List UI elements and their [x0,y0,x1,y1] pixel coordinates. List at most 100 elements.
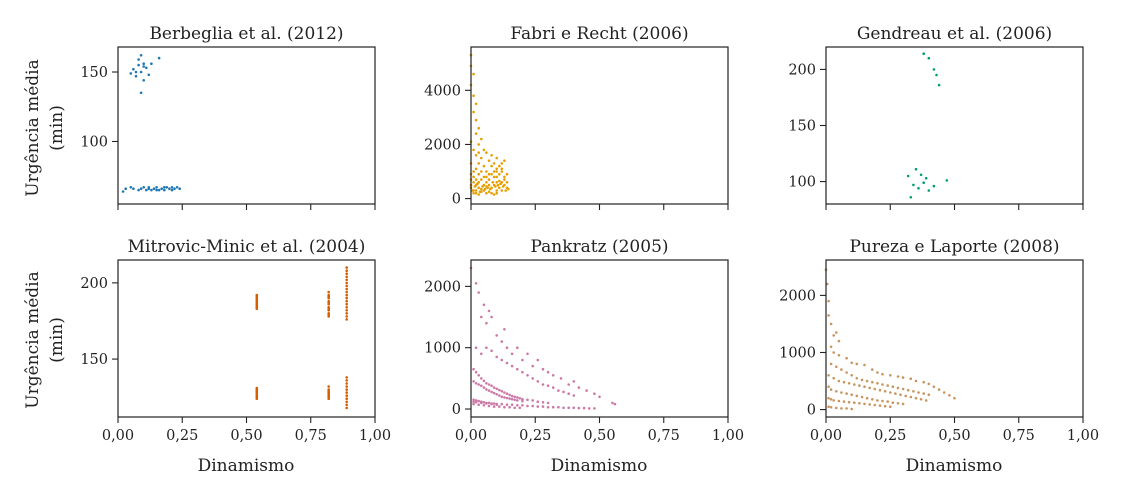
data-point [155,186,158,189]
data-point [896,386,900,390]
data-point [510,403,514,407]
data-point [132,67,135,71]
scatter-series [255,266,349,410]
data-point [516,346,519,350]
data-point [505,346,509,350]
data-point [477,126,481,130]
data-point [482,404,486,407]
data-point [345,379,349,382]
data-point [472,380,475,383]
data-point [865,379,869,383]
data-point [840,407,843,410]
data-point [474,178,478,181]
data-point [518,406,522,410]
data-point [157,56,161,60]
subplot-3: Gendreau et al. (2006) 100 150 200 [788,24,1084,210]
data-point [827,385,830,389]
data-point [863,402,866,406]
data-point [150,62,153,65]
data-point [516,367,519,371]
data-point [477,151,481,154]
data-point [147,73,151,77]
data-point [495,387,499,391]
data-point [137,63,140,67]
data-point [572,406,576,410]
data-point [480,352,483,356]
data-point [858,384,861,387]
data-point [474,118,478,122]
data-point [345,400,349,404]
data-point [472,175,475,179]
data-point [345,385,349,388]
data-point [345,272,349,276]
data-point [498,172,501,176]
data-point [863,363,866,367]
data-point [878,388,882,392]
y-tick-label: 200 [788,62,816,78]
y-tick-label: 100 [788,175,816,191]
data-point [909,196,913,199]
data-point [345,284,349,288]
data-point [546,405,550,409]
data-point [889,405,892,409]
data-point [345,394,349,398]
data-point [587,407,591,410]
data-point [598,395,601,399]
data-point [345,290,349,294]
data-point [855,362,859,366]
data-point [845,371,848,374]
data-point [845,356,848,360]
data-point [559,377,563,380]
data-point [889,374,892,377]
data-point [531,404,534,408]
data-point [500,402,504,406]
data-point [474,282,478,285]
data-point [582,406,586,410]
scatter-series [469,53,510,196]
y-tick-label: 150 [80,65,108,81]
data-point [480,384,483,388]
data-point [927,393,931,397]
data-point [175,186,179,189]
data-point [927,382,931,386]
data-point [505,361,509,365]
y-tick-label: 2000 [424,137,461,153]
data-point [508,397,511,400]
data-point [474,401,478,404]
x-tick-label: 0,25 [874,428,906,444]
data-point [477,291,481,294]
data-point [503,396,506,399]
data-point [345,281,349,285]
data-point [474,154,478,157]
data-point [503,159,506,162]
data-point [498,388,501,392]
subplot-title: Berbeglia et al. (2012) [149,24,343,44]
data-point [865,396,869,400]
data-point [472,94,475,97]
data-point [521,358,524,362]
data-point [495,355,499,359]
data-point [510,394,514,398]
data-point [482,401,486,404]
data-point [477,374,481,377]
data-point [917,391,920,394]
data-point [345,382,349,385]
data-point [160,187,163,190]
data-point [835,365,838,369]
data-point [480,315,483,319]
data-point [472,148,475,152]
data-point [480,156,483,160]
data-point [585,389,588,392]
data-point [327,313,331,317]
data-point [536,405,540,408]
x-tick-label: 0,50 [938,428,970,444]
data-point [521,370,524,374]
y-tick-label: 0 [807,403,816,419]
data-point [473,185,477,188]
x-tick-label: 0,75 [648,428,680,444]
data-point [492,162,496,165]
data-point [850,407,853,411]
data-point [611,401,614,405]
data-point [837,354,841,357]
data-point [521,399,524,403]
